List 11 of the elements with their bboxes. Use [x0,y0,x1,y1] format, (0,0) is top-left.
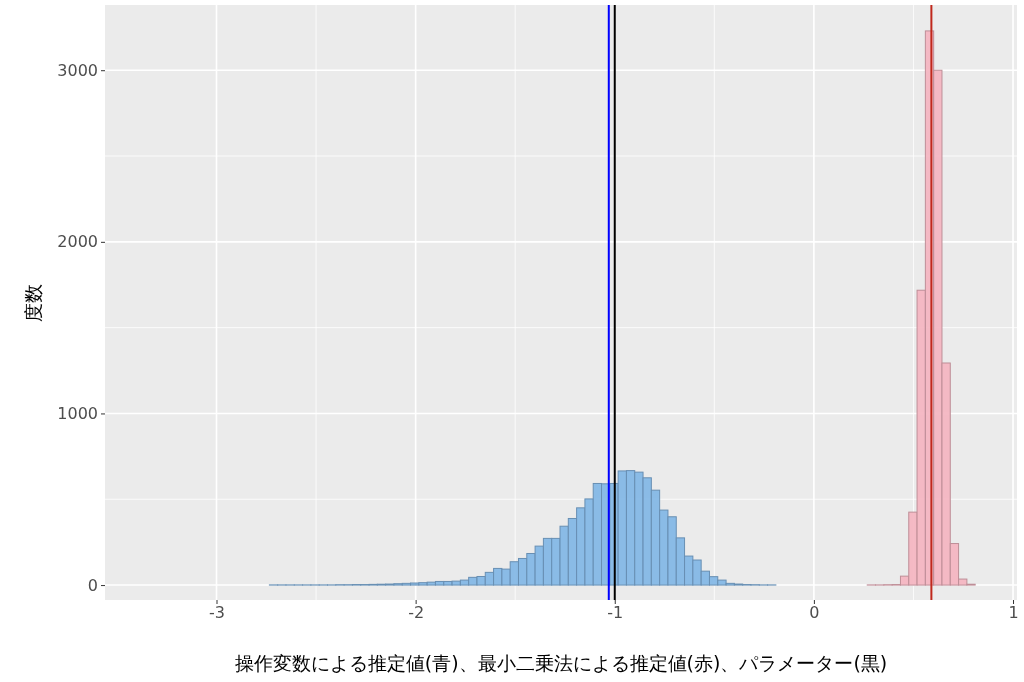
x-tick-label: -2 [408,603,425,623]
x-tick-label: -3 [209,603,225,623]
x-tick-label: -1 [607,603,624,623]
x-tick-label: 0 [809,603,820,623]
y-tick-label: 2000 [57,232,98,252]
y-tick-label: 1000 [57,404,98,424]
x-axis-title: 操作変数による推定値(青)、最小二乗法による推定値(赤)、パラメーター(黒) [234,652,888,674]
y-axis-title: 度数 [22,283,44,322]
x-tick-label: 1 [1008,603,1019,623]
y-tick-label: 3000 [57,60,98,80]
y-tick-label: 0 [87,575,98,595]
